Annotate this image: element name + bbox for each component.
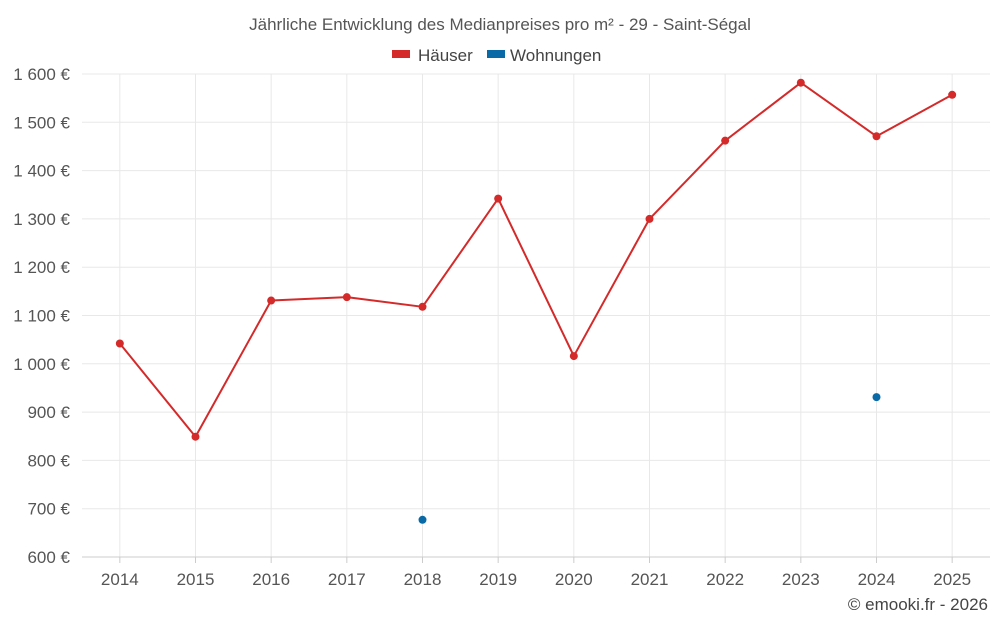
y-tick-label: 600 € (27, 548, 70, 567)
chart-title: Jährliche Entwicklung des Medianpreises … (249, 15, 751, 34)
y-tick-label: 1 600 € (13, 65, 70, 84)
legend: Häuser Wohnungen (392, 46, 601, 65)
data-point-haeuser[interactable] (342, 293, 351, 302)
x-tick-label: 2017 (328, 570, 366, 589)
y-tick-label: 1 200 € (13, 258, 70, 277)
legend-swatch-wohnungen (487, 50, 505, 58)
y-tick-label: 1 400 € (13, 162, 70, 181)
y-tick-label: 1 500 € (13, 113, 70, 132)
x-tick-label: 2021 (631, 570, 669, 589)
data-point-haeuser[interactable] (645, 214, 654, 223)
legend-item-wohnungen[interactable]: Wohnungen (487, 46, 601, 65)
y-tick-label: 1 100 € (13, 307, 70, 326)
data-point-haeuser[interactable] (191, 432, 200, 441)
y-tick-label: 900 € (27, 403, 70, 422)
x-tick-label: 2016 (252, 570, 290, 589)
x-tick-label: 2019 (479, 570, 517, 589)
x-tick-label: 2015 (177, 570, 215, 589)
x-tick-label: 2025 (933, 570, 971, 589)
legend-label-wohnungen: Wohnungen (510, 46, 601, 65)
data-point-haeuser[interactable] (721, 136, 730, 145)
x-tick-label: 2018 (404, 570, 442, 589)
x-tick-label: 2020 (555, 570, 593, 589)
x-tick-label: 2023 (782, 570, 820, 589)
grid (82, 73, 990, 557)
legend-item-haeuser[interactable]: Häuser (392, 46, 473, 65)
x-tick-label: 2024 (858, 570, 896, 589)
data-point-haeuser[interactable] (418, 302, 427, 311)
x-tick-label: 2014 (101, 570, 139, 589)
y-tick-label: 700 € (27, 500, 70, 519)
axes: 600 € 700 € 800 € 900 € 1 000 € 1 100 € 1 200 … (13, 65, 990, 589)
plot-area (115, 78, 957, 524)
y-tick-label: 800 € (27, 451, 70, 470)
x-tick-label: 2022 (706, 570, 744, 589)
data-point-wohnungen[interactable] (418, 515, 427, 524)
series-line-haeuser (119, 81, 953, 438)
data-point-haeuser[interactable] (569, 352, 578, 361)
data-point-haeuser[interactable] (796, 78, 805, 87)
legend-swatch-haeuser (392, 50, 410, 58)
data-point-haeuser[interactable] (872, 132, 881, 141)
data-point-haeuser[interactable] (948, 90, 957, 99)
y-tick-label: 1 300 € (13, 210, 70, 229)
data-point-haeuser[interactable] (494, 194, 503, 203)
data-point-haeuser[interactable] (267, 296, 276, 305)
data-point-wohnungen[interactable] (872, 393, 881, 402)
credit-text: © emooki.fr - 2026 (848, 595, 988, 614)
data-point-haeuser[interactable] (115, 339, 124, 348)
legend-label-haeuser: Häuser (418, 46, 473, 65)
y-tick-label: 1 000 € (13, 355, 70, 374)
